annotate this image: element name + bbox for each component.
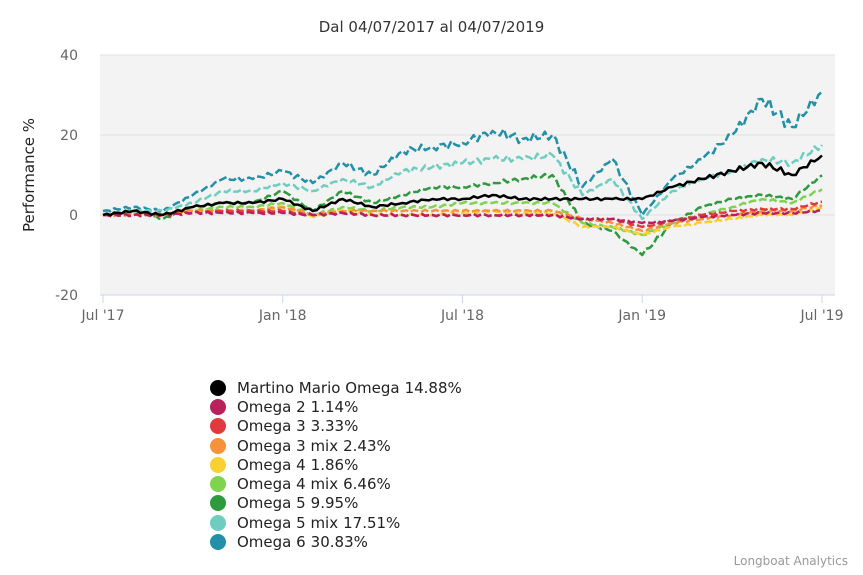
- series-line-martino-mario-omega: [102, 154, 823, 217]
- legend-marker-icon: [210, 456, 226, 473]
- y-tick-label: 20: [60, 128, 78, 144]
- legend-label: Martino Mario Omega: [237, 378, 400, 397]
- legend-marker-icon: [210, 379, 226, 396]
- legend-value: 30.83%: [310, 533, 368, 552]
- legend-label: Omega 6: [237, 533, 306, 552]
- x-tick-label: Jul '17: [80, 308, 124, 324]
- legend-value: 3.33%: [310, 417, 359, 436]
- chart-title: Dal 04/07/2017 al 04/07/2019: [318, 18, 545, 36]
- legend-label: Omega 5: [237, 494, 306, 513]
- legend-marker-icon: [210, 495, 226, 512]
- legend-marker-icon: [210, 437, 226, 454]
- y-tick-label: -20: [55, 288, 78, 304]
- legend-label: Omega 3 mix: [237, 436, 339, 455]
- legend-marker-icon: [210, 534, 226, 551]
- legend-value: 17.51%: [343, 513, 401, 532]
- series-line-omega-2: [102, 209, 823, 225]
- legend-item[interactable]: Omega 3 mix 2.43%: [210, 436, 462, 455]
- x-tick-label: Jan '18: [258, 308, 307, 324]
- y-tick-label: 40: [60, 48, 78, 64]
- legend-label: Omega 2: [237, 397, 306, 416]
- legend-marker-icon: [210, 514, 226, 531]
- legend-marker-icon: [210, 418, 226, 435]
- y-tick-label: 0: [69, 208, 78, 224]
- legend-item[interactable]: Omega 2 1.14%: [210, 397, 462, 416]
- x-tick-label: Jan '19: [617, 308, 666, 324]
- legend-item[interactable]: Omega 5 9.95%: [210, 494, 462, 513]
- legend-value: 14.88%: [404, 378, 462, 397]
- legend-item[interactable]: Omega 5 mix 17.51%: [210, 513, 462, 532]
- x-tick-label: Jul '18: [440, 308, 484, 324]
- series-line-omega-3: [102, 200, 823, 229]
- legend-item[interactable]: Martino Mario Omega 14.88%: [210, 378, 462, 397]
- legend-marker-icon: [210, 476, 226, 493]
- credit-link[interactable]: Longboat Analytics: [733, 554, 848, 568]
- legend-label: Omega 4: [237, 455, 306, 474]
- line-chart: -20 0 20 40 Jul '17 Jan '18 Jul '18 Jan '19 Jul …: [20, 48, 844, 324]
- legend-label: Omega 3: [237, 417, 306, 436]
- legend-value: 6.46%: [343, 475, 391, 494]
- legend-label: Omega 5 mix: [237, 513, 339, 532]
- legend-value: 9.95%: [310, 494, 359, 513]
- legend: Martino Mario Omega 14.88% Omega 2 1.14% O…: [210, 378, 462, 552]
- legend-item[interactable]: Omega 3 3.33%: [210, 417, 462, 436]
- y-axis-label: Performance %: [20, 118, 38, 232]
- legend-marker-icon: [210, 398, 226, 415]
- legend-item[interactable]: Omega 6 30.83%: [210, 532, 462, 551]
- legend-value: 1.14%: [310, 397, 359, 416]
- legend-label: Omega 4 mix: [237, 475, 339, 494]
- legend-value: 1.86%: [310, 455, 359, 474]
- legend-value: 2.43%: [343, 436, 391, 455]
- series-line-omega-6: [102, 90, 823, 217]
- legend-item[interactable]: Omega 4 1.86%: [210, 455, 462, 474]
- legend-item[interactable]: Omega 4 mix 6.46%: [210, 474, 462, 493]
- x-tick-label: Jul '19: [799, 308, 843, 324]
